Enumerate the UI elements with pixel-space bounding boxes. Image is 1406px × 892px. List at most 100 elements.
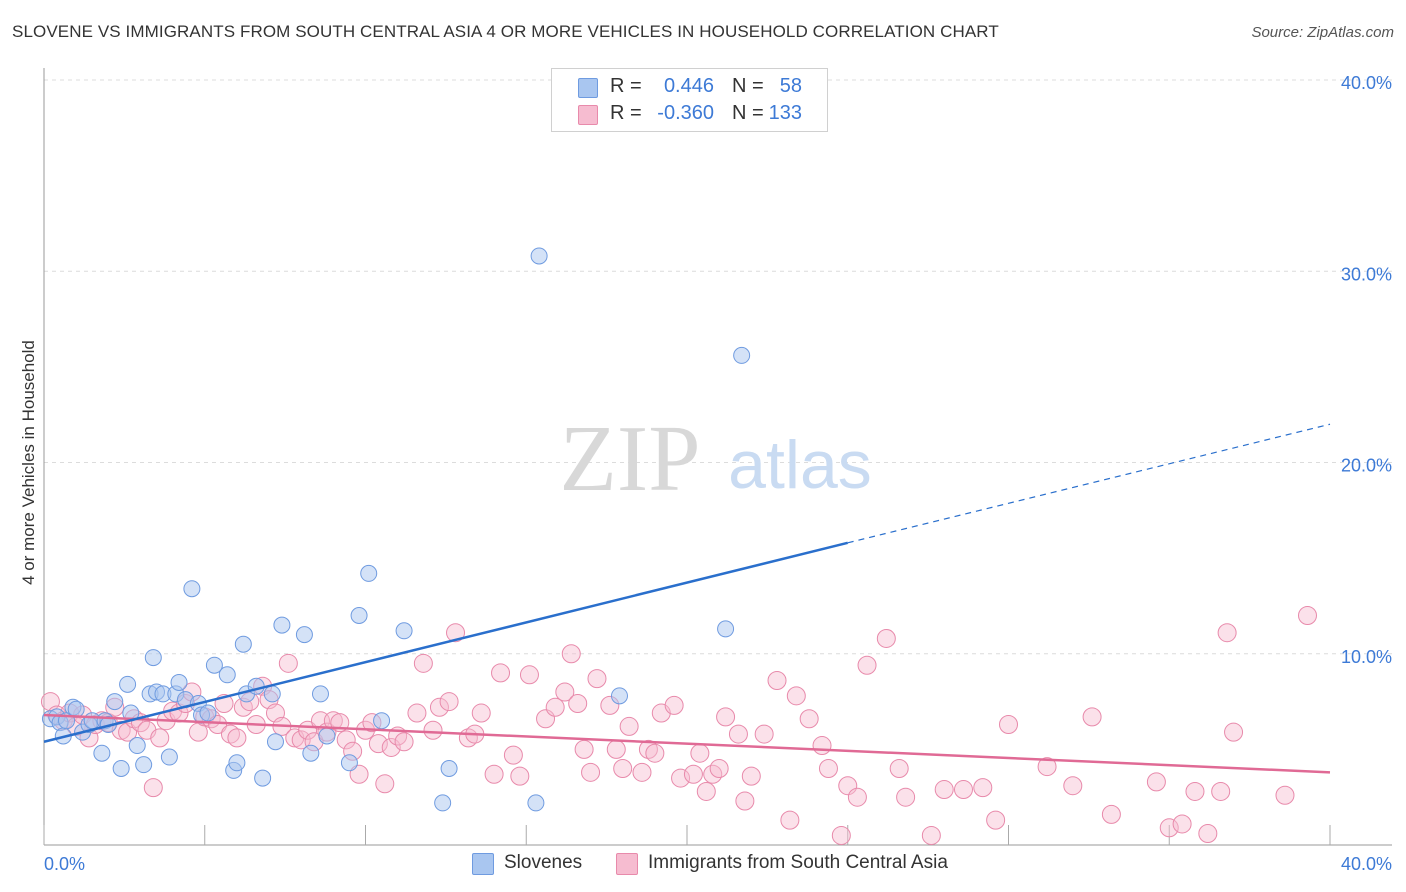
data-point-slovenes	[266, 733, 284, 751]
legend-n-label: N =	[732, 75, 764, 97]
data-point-immigrants	[446, 623, 466, 643]
data-point-slovenes	[395, 622, 413, 640]
data-point-immigrants	[519, 665, 539, 685]
data-point-immigrants	[934, 780, 954, 800]
watermark-zip: ZIP	[560, 407, 701, 511]
data-point-immigrants	[632, 762, 652, 782]
data-point-slovenes	[93, 744, 111, 762]
legend-n-value: 133	[768, 102, 802, 124]
data-point-immigrants	[921, 825, 941, 845]
data-point-immigrants	[1037, 757, 1057, 777]
data-point-slovenes	[254, 769, 272, 787]
data-point-immigrants	[208, 715, 228, 735]
series-immigrants-points	[40, 606, 1317, 845]
data-point-slovenes	[733, 346, 751, 364]
data-point-immigrants	[491, 663, 511, 683]
data-point-immigrants	[1082, 707, 1102, 727]
data-point-immigrants	[1224, 722, 1244, 742]
data-point-immigrants	[581, 762, 601, 782]
stats-legend: R = 0.446 N = 58 R = -0.360 N = 133	[551, 68, 828, 132]
data-point-immigrants	[1217, 623, 1237, 643]
data-point-immigrants	[150, 728, 170, 748]
data-point-immigrants	[407, 703, 427, 723]
data-point-immigrants	[484, 764, 504, 784]
data-point-immigrants	[471, 703, 491, 723]
data-point-immigrants	[1275, 785, 1295, 805]
data-point-immigrants	[818, 759, 838, 778]
data-point-immigrants	[709, 759, 729, 778]
data-point-immigrants	[857, 655, 877, 675]
data-point-immigrants	[568, 693, 588, 713]
data-point-immigrants	[336, 730, 356, 750]
data-point-immigrants	[606, 739, 626, 759]
data-point-immigrants	[1172, 814, 1192, 834]
data-point-immigrants	[1185, 781, 1205, 801]
data-point-immigrants	[716, 707, 736, 727]
grid	[44, 79, 1392, 655]
data-point-immigrants	[1211, 781, 1231, 801]
data-point-slovenes	[205, 656, 223, 674]
data-point-immigrants	[999, 715, 1018, 735]
legend-swatch-slovenes	[578, 78, 598, 98]
trend-line-immigrants	[43, 713, 1331, 774]
data-point-immigrants	[754, 724, 774, 744]
data-point-immigrants	[973, 778, 993, 798]
data-point-immigrants	[812, 736, 832, 756]
data-point-immigrants	[394, 732, 414, 752]
y-tick-label: 40.0%	[1341, 73, 1392, 93]
data-point-slovenes	[311, 685, 329, 703]
y-tick-label: 30.0%	[1341, 264, 1392, 284]
data-point-slovenes	[263, 685, 281, 703]
data-point-immigrants	[368, 734, 388, 754]
data-point-slovenes	[128, 737, 146, 755]
data-point-slovenes	[373, 712, 391, 730]
data-point-slovenes	[144, 649, 162, 667]
data-point-slovenes	[717, 620, 735, 638]
data-point-immigrants	[645, 743, 665, 763]
data-point-immigrants	[561, 644, 581, 664]
data-point-immigrants	[1101, 804, 1121, 824]
data-point-immigrants	[613, 759, 633, 778]
data-point-immigrants	[503, 745, 523, 765]
data-point-immigrants	[555, 682, 575, 702]
data-point-slovenes	[112, 760, 130, 777]
axes	[43, 68, 1392, 846]
data-point-immigrants	[671, 768, 691, 788]
data-point-slovenes	[318, 727, 336, 745]
data-point-slovenes	[170, 673, 188, 691]
data-point-immigrants	[423, 720, 443, 740]
data-point-slovenes	[119, 675, 137, 693]
data-point-immigrants	[986, 810, 1006, 830]
data-point-slovenes	[67, 700, 85, 718]
y-axis-title: 4 or more Vehicles in Household	[19, 340, 38, 585]
data-point-immigrants	[786, 686, 806, 706]
data-point-immigrants	[664, 695, 684, 715]
data-point-slovenes	[160, 748, 178, 766]
data-point-immigrants	[728, 724, 748, 744]
data-point-immigrants	[545, 697, 565, 717]
data-point-slovenes	[273, 616, 291, 634]
data-point-immigrants	[227, 728, 247, 748]
data-point-slovenes	[228, 754, 246, 772]
data-point-immigrants	[1159, 818, 1179, 838]
source-label: Source: ZipAtlas.com	[1251, 24, 1394, 41]
data-point-slovenes	[360, 564, 378, 582]
watermark: ZIP atlas	[560, 407, 872, 511]
series-slovenes-points	[41, 247, 751, 812]
data-point-immigrants	[690, 743, 710, 763]
data-point-immigrants	[323, 711, 343, 731]
data-point-immigrants	[741, 766, 761, 786]
y-tick-label: 10.0%	[1341, 647, 1392, 667]
data-point-slovenes	[199, 704, 217, 722]
trend-line-slovenes	[43, 541, 849, 743]
data-point-immigrants	[683, 764, 703, 784]
data-point-slovenes	[183, 580, 201, 598]
x-tick-label-max: 40.0%	[1341, 854, 1392, 874]
data-point-slovenes	[340, 754, 358, 772]
data-point-immigrants	[1297, 606, 1317, 625]
data-point-immigrants	[953, 780, 973, 800]
data-point-slovenes	[434, 794, 452, 812]
data-point-immigrants	[889, 759, 909, 778]
legend-r-value: 0.446	[663, 75, 714, 97]
